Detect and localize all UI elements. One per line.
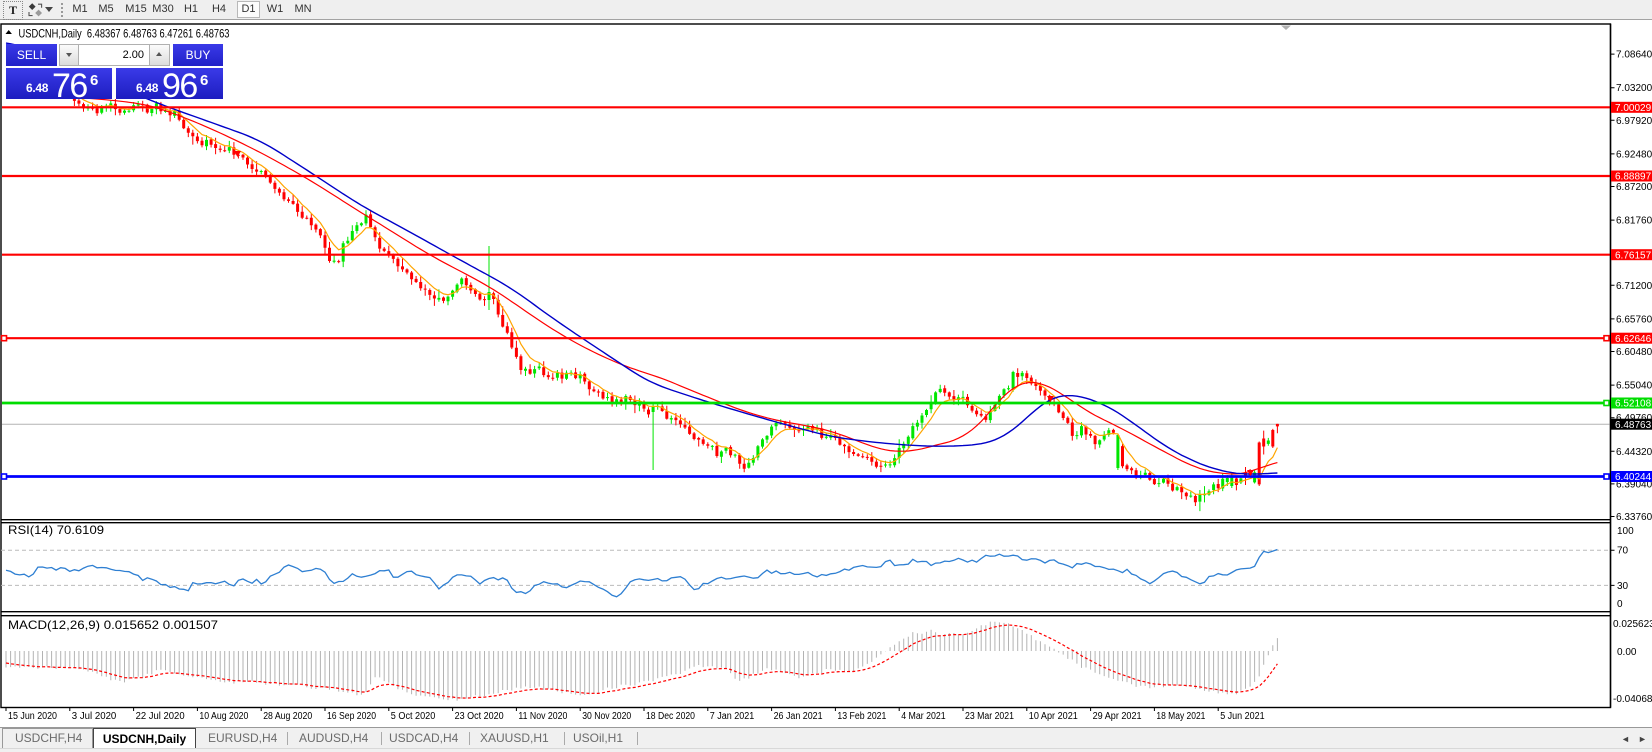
svg-text:28 Aug 2020: 28 Aug 2020 <box>263 711 312 722</box>
svg-text:13 Feb 2021: 13 Feb 2021 <box>837 711 886 722</box>
svg-text:4 Mar 2021: 4 Mar 2021 <box>901 711 946 722</box>
svg-text:7.08640: 7.08640 <box>1616 50 1652 61</box>
svg-text:6.97920: 6.97920 <box>1616 116 1652 127</box>
svg-text:5 Oct 2020: 5 Oct 2020 <box>391 711 436 722</box>
svg-text:16 Sep 2020: 16 Sep 2020 <box>327 711 376 722</box>
svg-text:6.52108: 6.52108 <box>1615 399 1652 410</box>
svg-text:-0.040682: -0.040682 <box>1613 694 1652 705</box>
svg-text:23 Mar 2021: 23 Mar 2021 <box>965 711 1014 722</box>
svg-text:6.55040: 6.55040 <box>1616 381 1652 392</box>
svg-text:6.87200: 6.87200 <box>1616 182 1652 193</box>
svg-text:0.00: 0.00 <box>1617 647 1637 658</box>
svg-text:0.025623: 0.025623 <box>1613 619 1652 630</box>
svg-text:RSI(14) 70.6109: RSI(14) 70.6109 <box>8 523 104 537</box>
svg-text:6.92480: 6.92480 <box>1616 149 1652 160</box>
svg-text:USDCNH,Daily 6.48367 6.48763: USDCNH,Daily 6.48367 6.48763 6.47261 6.4… <box>19 26 230 40</box>
svg-text:7.03200: 7.03200 <box>1616 83 1652 94</box>
svg-text:30: 30 <box>1617 581 1629 592</box>
svg-text:11 Nov 2020: 11 Nov 2020 <box>518 711 567 722</box>
svg-text:6.71200: 6.71200 <box>1616 281 1652 292</box>
svg-text:10 Apr 2021: 10 Apr 2021 <box>1029 711 1078 722</box>
svg-text:6.60480: 6.60480 <box>1616 347 1652 358</box>
svg-text:0: 0 <box>1617 599 1623 610</box>
svg-text:10 Aug 2020: 10 Aug 2020 <box>199 711 248 722</box>
svg-text:23 Oct 2020: 23 Oct 2020 <box>455 711 504 722</box>
svg-text:6.62646: 6.62646 <box>1615 334 1652 345</box>
svg-text:18 May 2021: 18 May 2021 <box>1156 711 1205 722</box>
svg-text:30 Nov 2020: 30 Nov 2020 <box>582 711 631 722</box>
svg-text:6.76157: 6.76157 <box>1615 250 1652 261</box>
svg-text:MACD(12,26,9) 0.015652 0.00150: MACD(12,26,9) 0.015652 0.001507 <box>8 618 218 632</box>
svg-text:6.48763: 6.48763 <box>1615 420 1652 431</box>
svg-text:6.33760: 6.33760 <box>1616 512 1652 523</box>
svg-text:6.65760: 6.65760 <box>1616 314 1652 325</box>
svg-text:18 Dec 2020: 18 Dec 2020 <box>646 711 695 722</box>
svg-text:6.81760: 6.81760 <box>1616 216 1652 227</box>
svg-text:7.00029: 7.00029 <box>1615 103 1652 114</box>
svg-text:29 Apr 2021: 29 Apr 2021 <box>1093 711 1142 722</box>
svg-text:7 Jan 2021: 7 Jan 2021 <box>710 711 755 722</box>
svg-text:6.40244: 6.40244 <box>1615 472 1652 483</box>
svg-text:6.39040: 6.39040 <box>1616 479 1652 490</box>
svg-text:5 Jun 2021: 5 Jun 2021 <box>1220 711 1265 722</box>
svg-text:100: 100 <box>1617 526 1634 537</box>
svg-text:6.44320: 6.44320 <box>1616 447 1652 458</box>
svg-text:6.88897: 6.88897 <box>1615 172 1652 183</box>
svg-text:70: 70 <box>1617 546 1629 557</box>
svg-text:3 Jul 2020: 3 Jul 2020 <box>72 711 117 722</box>
svg-text:22 Jul 2020: 22 Jul 2020 <box>136 711 185 722</box>
svg-text:26 Jan 2021: 26 Jan 2021 <box>774 711 823 722</box>
svg-text:15 Jun 2020: 15 Jun 2020 <box>8 711 57 722</box>
